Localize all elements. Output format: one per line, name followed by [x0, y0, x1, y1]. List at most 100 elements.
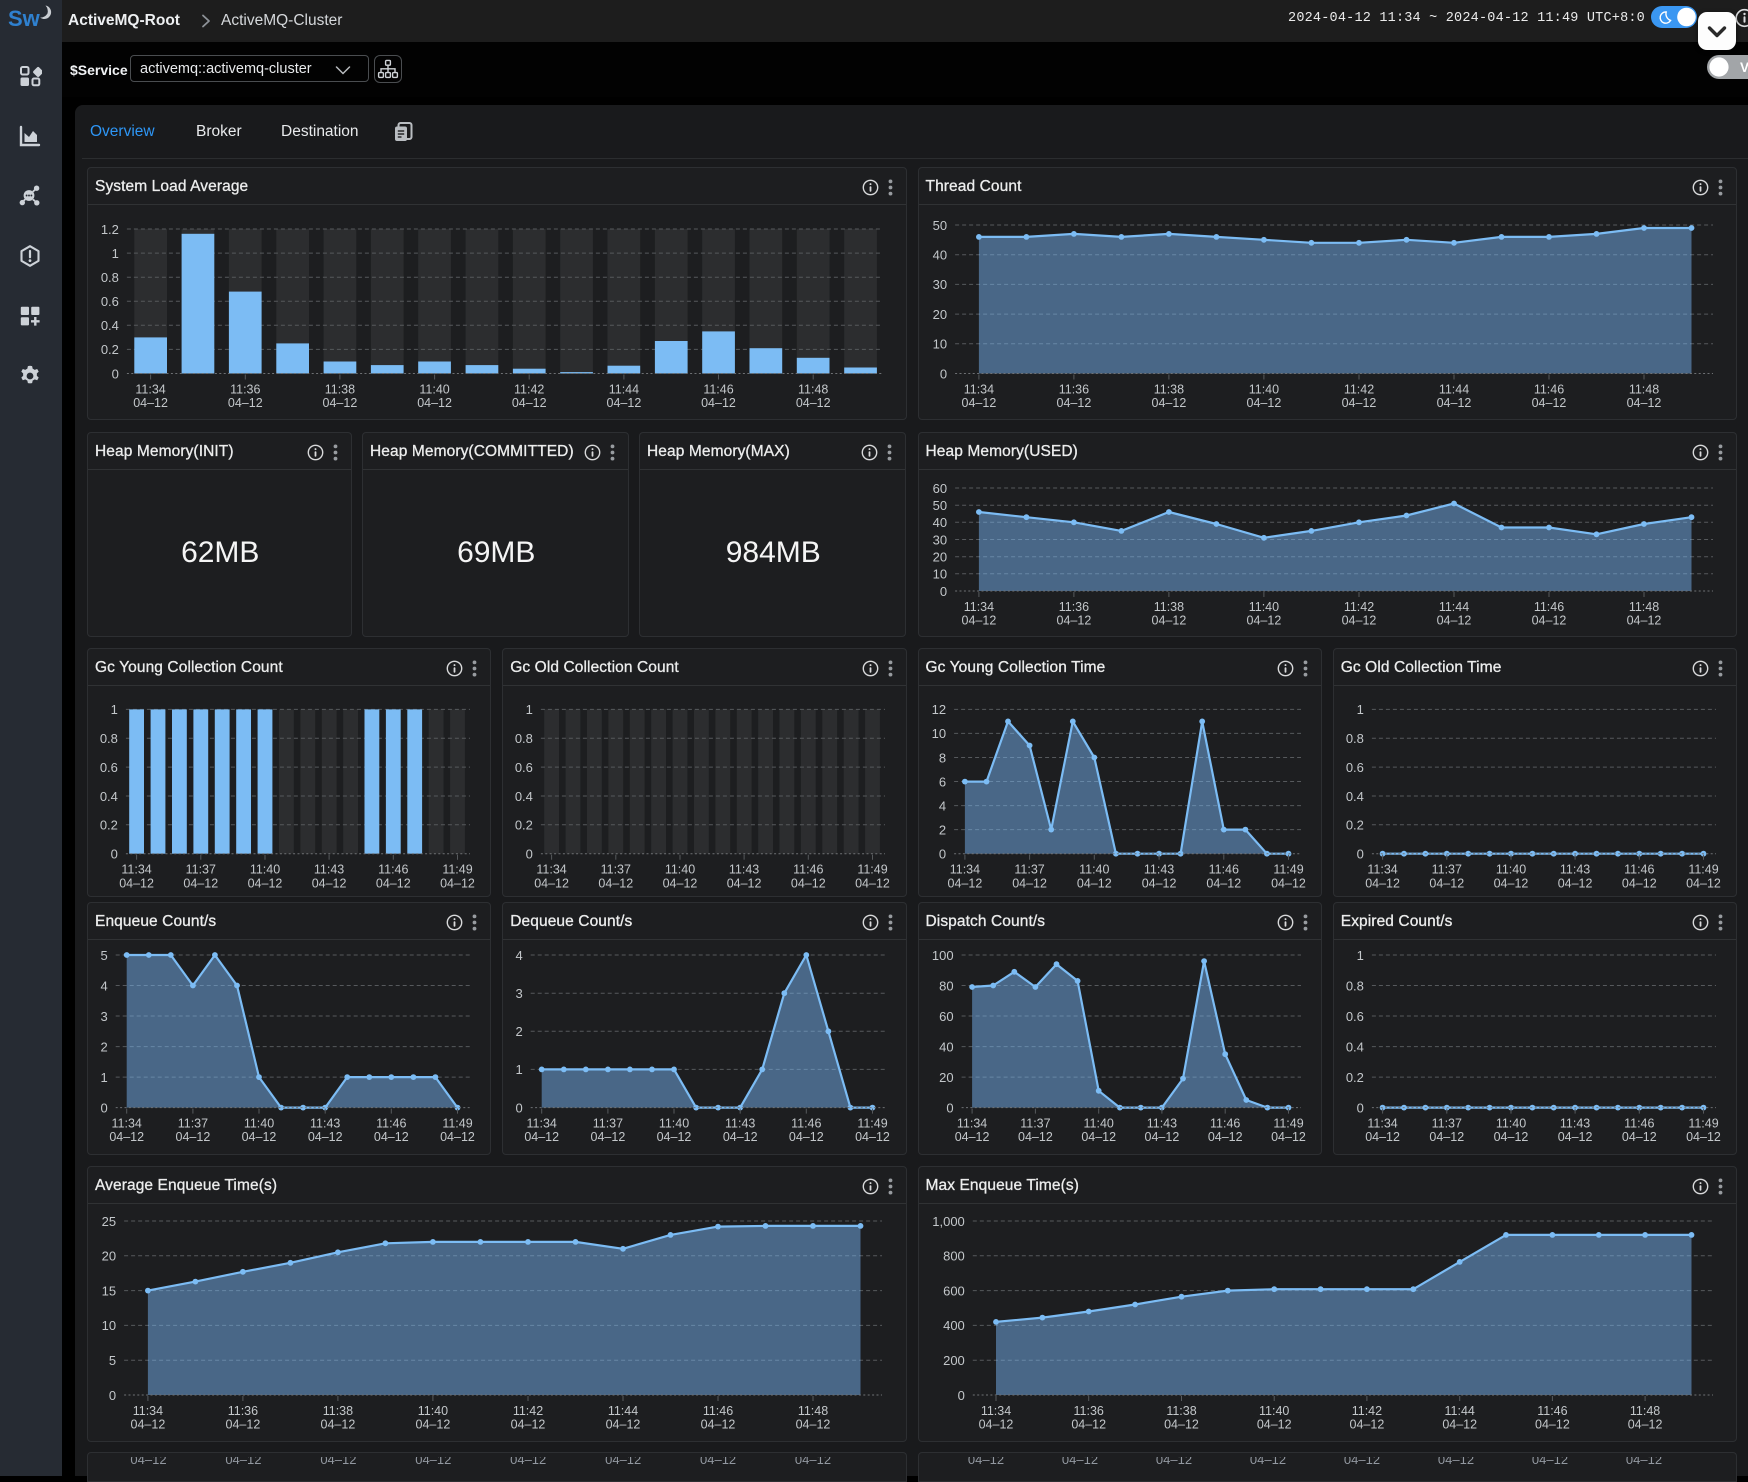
svg-text:6: 6 [938, 774, 945, 789]
svg-text:60: 60 [939, 1009, 953, 1024]
svg-text:11:40: 11:40 [1083, 1117, 1113, 1131]
svg-text:11:46: 11:46 [376, 1117, 406, 1131]
svg-text:0.4: 0.4 [101, 318, 119, 333]
svg-text:0.4: 0.4 [515, 789, 533, 804]
svg-text:0: 0 [946, 1100, 953, 1115]
svg-text:04–12: 04–12 [511, 1418, 546, 1432]
svg-text:11:36: 11:36 [228, 1404, 258, 1418]
svg-text:04–12: 04–12 [1341, 613, 1376, 627]
svg-text:11:34: 11:34 [963, 382, 993, 396]
svg-text:11:36: 11:36 [1058, 382, 1088, 396]
svg-text:5: 5 [100, 948, 107, 963]
svg-text:04–12: 04–12 [1436, 613, 1471, 627]
svg-text:04–12: 04–12 [796, 1418, 831, 1432]
svg-text:11:40: 11:40 [665, 863, 695, 877]
svg-text:0.8: 0.8 [101, 270, 119, 285]
svg-text:04–12: 04–12 [727, 876, 762, 890]
svg-text:0.8: 0.8 [100, 731, 118, 746]
svg-text:0: 0 [938, 847, 945, 862]
svg-text:1: 1 [526, 702, 533, 717]
svg-text:04–12: 04–12 [308, 1130, 343, 1144]
svg-text:11:43: 11:43 [1143, 863, 1173, 877]
svg-text:11:46: 11:46 [1208, 863, 1238, 877]
svg-text:11:36: 11:36 [230, 382, 260, 396]
svg-text:200: 200 [943, 1353, 965, 1368]
svg-text:0: 0 [526, 847, 533, 862]
svg-text:04–12: 04–12 [323, 396, 358, 410]
svg-text:04–12: 04–12 [607, 396, 642, 410]
svg-text:04–12: 04–12 [954, 1130, 989, 1144]
svg-text:04–12: 04–12 [1493, 876, 1528, 890]
svg-text:11:38: 11:38 [325, 382, 355, 396]
svg-text:60: 60 [932, 480, 946, 495]
svg-text:0.4: 0.4 [1346, 789, 1364, 804]
svg-text:11:49: 11:49 [1273, 863, 1303, 877]
svg-text:50: 50 [932, 498, 946, 513]
svg-text:04–12: 04–12 [183, 876, 218, 890]
svg-text:11:49: 11:49 [1273, 1117, 1303, 1131]
svg-text:11:42: 11:42 [1343, 600, 1373, 614]
svg-text:0.2: 0.2 [101, 342, 119, 357]
svg-text:11:40: 11:40 [1248, 600, 1278, 614]
svg-text:11:40: 11:40 [418, 1404, 448, 1418]
svg-text:04–12: 04–12 [119, 876, 154, 890]
svg-text:Sw: Sw [8, 6, 41, 31]
svg-text:11:46: 11:46 [378, 863, 408, 877]
svg-text:04–12: 04–12 [855, 876, 890, 890]
svg-text:0: 0 [109, 1388, 116, 1403]
svg-text:11:34: 11:34 [963, 600, 993, 614]
svg-text:04–12: 04–12 [978, 1418, 1013, 1432]
svg-text:5: 5 [109, 1353, 116, 1368]
svg-text:04–12: 04–12 [1151, 613, 1186, 627]
svg-text:20: 20 [932, 549, 946, 564]
svg-text:04–12: 04–12 [1151, 396, 1186, 410]
svg-text:04–12: 04–12 [1622, 1130, 1657, 1144]
svg-text:11:43: 11:43 [314, 863, 344, 877]
svg-text:04–12: 04–12 [1627, 1418, 1662, 1432]
svg-text:4: 4 [938, 798, 945, 813]
svg-text:11:40: 11:40 [244, 1117, 274, 1131]
svg-text:11:38: 11:38 [1166, 1404, 1196, 1418]
svg-text:4: 4 [516, 948, 523, 963]
svg-text:11:34: 11:34 [537, 863, 567, 877]
svg-text:04–12: 04–12 [176, 1130, 211, 1144]
svg-text:11:40: 11:40 [659, 1117, 689, 1131]
svg-text:V: V [1740, 60, 1748, 75]
svg-text:2: 2 [938, 822, 945, 837]
svg-text:11:34: 11:34 [133, 1404, 163, 1418]
svg-text:04–12: 04–12 [791, 876, 826, 890]
svg-text:11:46: 11:46 [1624, 863, 1654, 877]
svg-text:11:42: 11:42 [514, 382, 544, 396]
svg-text:11:44: 11:44 [1438, 382, 1468, 396]
svg-text:11:46: 11:46 [793, 863, 823, 877]
svg-text:04–12: 04–12 [133, 396, 168, 410]
svg-text:04–12: 04–12 [1207, 1130, 1242, 1144]
svg-text:0: 0 [516, 1100, 523, 1115]
svg-text:04–12: 04–12 [512, 396, 547, 410]
svg-text:1.2: 1.2 [101, 221, 119, 236]
svg-text:04–12: 04–12 [1493, 1130, 1528, 1144]
svg-text:04–12: 04–12 [312, 876, 347, 890]
svg-text:10: 10 [932, 566, 946, 581]
svg-text:11:37: 11:37 [1431, 1117, 1461, 1131]
svg-text:11:49: 11:49 [1688, 1117, 1718, 1131]
svg-text:04–12: 04–12 [1341, 396, 1376, 410]
svg-text:04–12: 04–12 [1436, 396, 1471, 410]
svg-text:04–12: 04–12 [947, 876, 982, 890]
svg-text:11:44: 11:44 [609, 382, 639, 396]
svg-text:2: 2 [100, 1039, 107, 1054]
svg-text:11:37: 11:37 [178, 1117, 208, 1131]
svg-text:0.8: 0.8 [515, 731, 533, 746]
svg-text:11:44: 11:44 [1444, 1404, 1474, 1418]
svg-text:11:48: 11:48 [1629, 1404, 1659, 1418]
svg-text:11:43: 11:43 [1146, 1117, 1176, 1131]
svg-text:04–12: 04–12 [228, 396, 263, 410]
svg-text:04–12: 04–12 [1141, 876, 1176, 890]
svg-text:11:40: 11:40 [250, 863, 280, 877]
svg-text:0: 0 [957, 1388, 964, 1403]
svg-text:04–12: 04–12 [131, 1418, 166, 1432]
svg-text:0.6: 0.6 [101, 294, 119, 309]
svg-text:20: 20 [939, 1070, 953, 1085]
svg-text:04–12: 04–12 [1256, 1418, 1291, 1432]
svg-text:11:42: 11:42 [1351, 1404, 1381, 1418]
